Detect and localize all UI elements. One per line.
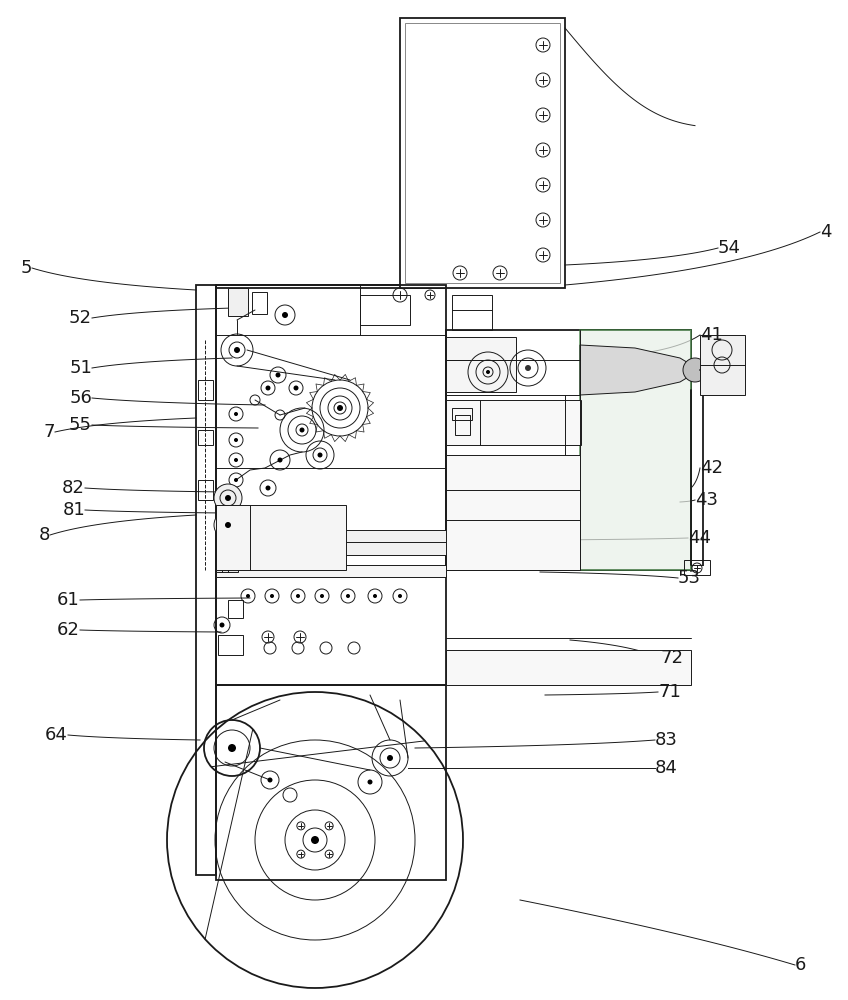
Text: 6: 6 xyxy=(795,956,806,974)
Circle shape xyxy=(276,372,281,377)
Circle shape xyxy=(220,622,225,628)
Circle shape xyxy=(225,495,231,501)
Circle shape xyxy=(398,594,402,598)
Circle shape xyxy=(234,478,238,482)
Bar xyxy=(700,335,745,395)
Bar xyxy=(216,500,238,572)
Text: 41: 41 xyxy=(700,326,722,344)
Circle shape xyxy=(225,522,231,528)
Bar xyxy=(216,570,446,685)
Text: 8: 8 xyxy=(39,526,50,544)
Circle shape xyxy=(387,755,393,761)
Text: 4: 4 xyxy=(820,223,832,241)
Circle shape xyxy=(267,778,272,782)
Bar xyxy=(455,415,470,435)
Bar xyxy=(216,285,446,570)
Text: 81: 81 xyxy=(62,501,85,519)
Text: 43: 43 xyxy=(695,491,718,509)
Bar xyxy=(330,530,505,555)
Circle shape xyxy=(234,458,238,462)
Text: 54: 54 xyxy=(718,239,741,257)
Bar xyxy=(452,408,472,420)
Bar xyxy=(218,635,243,655)
Bar xyxy=(400,18,565,288)
Circle shape xyxy=(373,594,377,598)
Text: 52: 52 xyxy=(69,309,92,327)
Circle shape xyxy=(270,594,274,598)
Text: 61: 61 xyxy=(58,591,80,609)
Circle shape xyxy=(296,594,300,598)
Text: 72: 72 xyxy=(660,649,683,667)
Text: 62: 62 xyxy=(57,621,80,639)
Circle shape xyxy=(337,405,343,411)
Circle shape xyxy=(228,744,236,752)
Text: 82: 82 xyxy=(62,479,85,497)
Circle shape xyxy=(234,412,238,416)
Bar xyxy=(228,288,248,316)
Circle shape xyxy=(265,486,271,490)
Text: 56: 56 xyxy=(70,389,92,407)
Circle shape xyxy=(214,511,242,539)
Text: 42: 42 xyxy=(700,459,723,477)
Bar xyxy=(580,330,691,570)
Circle shape xyxy=(683,358,707,382)
Circle shape xyxy=(299,428,304,432)
Text: 55: 55 xyxy=(69,416,92,434)
Text: 44: 44 xyxy=(688,529,711,547)
Circle shape xyxy=(246,594,250,598)
Bar xyxy=(446,330,691,570)
Circle shape xyxy=(234,438,238,442)
Bar xyxy=(216,685,446,880)
Bar xyxy=(196,285,216,875)
Text: 7: 7 xyxy=(43,423,55,441)
Circle shape xyxy=(486,370,490,374)
Text: 64: 64 xyxy=(45,726,68,744)
Bar xyxy=(446,455,580,570)
Bar xyxy=(405,23,560,283)
Circle shape xyxy=(214,484,242,512)
Bar xyxy=(228,600,243,618)
Circle shape xyxy=(282,312,288,318)
Bar xyxy=(446,400,581,445)
Bar xyxy=(198,480,213,500)
Circle shape xyxy=(277,458,282,462)
Bar xyxy=(452,295,492,330)
Circle shape xyxy=(367,780,372,784)
Bar xyxy=(446,337,516,392)
Bar xyxy=(216,505,346,570)
Text: 51: 51 xyxy=(70,359,92,377)
Circle shape xyxy=(293,385,298,390)
Bar xyxy=(446,650,691,685)
Text: 83: 83 xyxy=(655,731,678,749)
Circle shape xyxy=(346,594,350,598)
Text: 84: 84 xyxy=(655,759,678,777)
Circle shape xyxy=(320,594,324,598)
Circle shape xyxy=(234,347,240,353)
Text: 53: 53 xyxy=(678,569,701,587)
Bar xyxy=(252,292,267,314)
Bar xyxy=(360,295,410,325)
Bar xyxy=(216,565,446,577)
Bar xyxy=(684,560,710,575)
Circle shape xyxy=(525,365,531,371)
Bar xyxy=(198,430,213,445)
Circle shape xyxy=(317,452,322,458)
Text: 71: 71 xyxy=(658,683,681,701)
Bar xyxy=(198,380,213,400)
Polygon shape xyxy=(580,345,700,395)
Text: 5: 5 xyxy=(20,259,32,277)
Circle shape xyxy=(311,836,319,844)
Circle shape xyxy=(265,385,271,390)
